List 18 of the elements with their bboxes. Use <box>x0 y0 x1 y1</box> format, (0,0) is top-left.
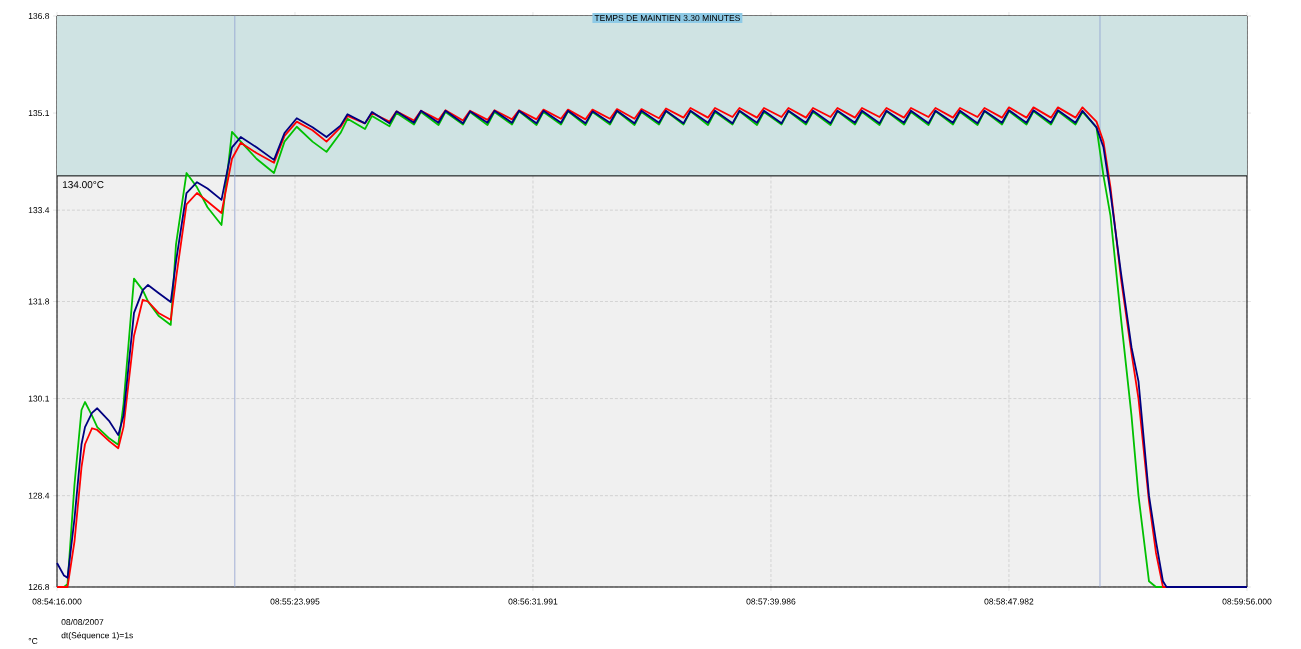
x-tick-label: 08:58:47.982 <box>984 598 1034 605</box>
y-tick-label: 126.8 <box>28 583 50 590</box>
ref-line-label: 134.00°C <box>62 181 104 189</box>
annotation: TEMPS DE MAINTIEN 3.30 MINUTES <box>594 14 740 21</box>
y-tick-label: 131.8 <box>28 298 50 305</box>
x-tick-label: 08:59:56.000 <box>1222 598 1272 605</box>
y-tick-label: 128.4 <box>28 492 50 499</box>
x-tick-label: 08:57:39.986 <box>746 598 796 605</box>
y-tick-label: 133.4 <box>28 207 50 214</box>
x-tick-label: 08:54:16.000 <box>32 598 82 605</box>
x-tick-label: 08:55:23.995 <box>270 598 320 605</box>
text: dt(Séquence 1)=1s <box>61 631 133 641</box>
text: 08/08/2007 <box>61 618 104 626</box>
y-tick-label: 135.1 <box>28 110 50 117</box>
y-axis-title: °C <box>28 637 38 645</box>
y-tick-label: 136.8 <box>28 12 50 19</box>
x-tick-label: 08:56:31.991 <box>508 598 558 605</box>
y-tick-label: 130.1 <box>28 395 50 402</box>
